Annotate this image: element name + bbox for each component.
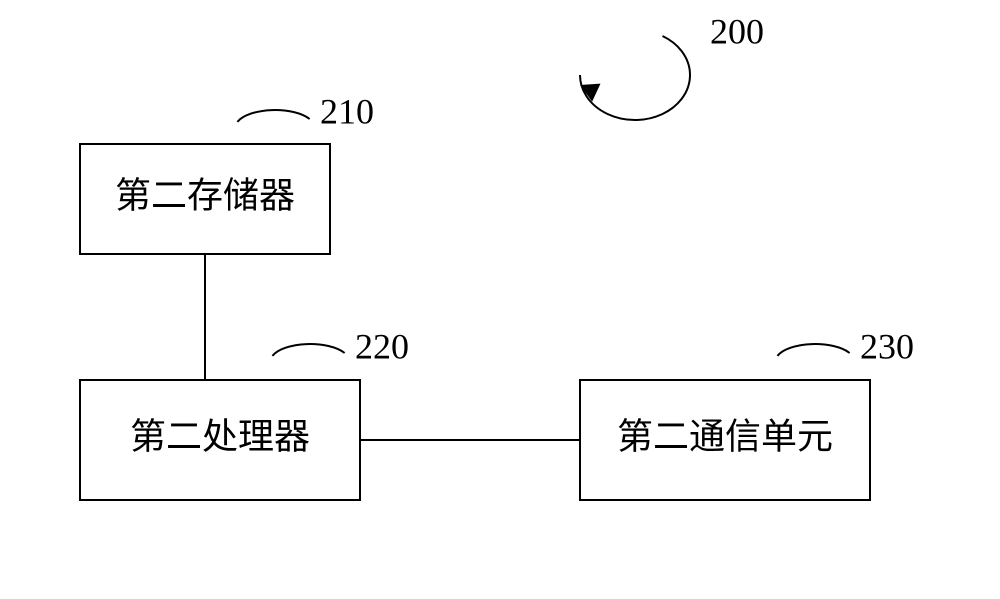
lead-line [272,344,344,356]
block-diagram: 第二存储器 210 第二处理器 220 第二通信单元 230 200 [0,0,1000,599]
ref-number: 210 [320,91,374,131]
figure-pointer: 200 [580,11,764,120]
ref-number: 200 [710,11,764,51]
arrowhead-icon [580,84,600,102]
block-n210: 第二存储器 210 [80,91,374,254]
block-label: 第二存储器 [115,175,295,215]
block-label: 第二通信单元 [617,416,833,456]
lead-line [237,110,309,122]
ref-number: 230 [860,326,914,366]
block-label: 第二处理器 [130,416,310,456]
block-n230: 第二通信单元 230 [580,326,914,500]
block-n220: 第二处理器 220 [80,326,409,500]
ref-number: 220 [355,326,409,366]
lead-line [777,344,849,356]
